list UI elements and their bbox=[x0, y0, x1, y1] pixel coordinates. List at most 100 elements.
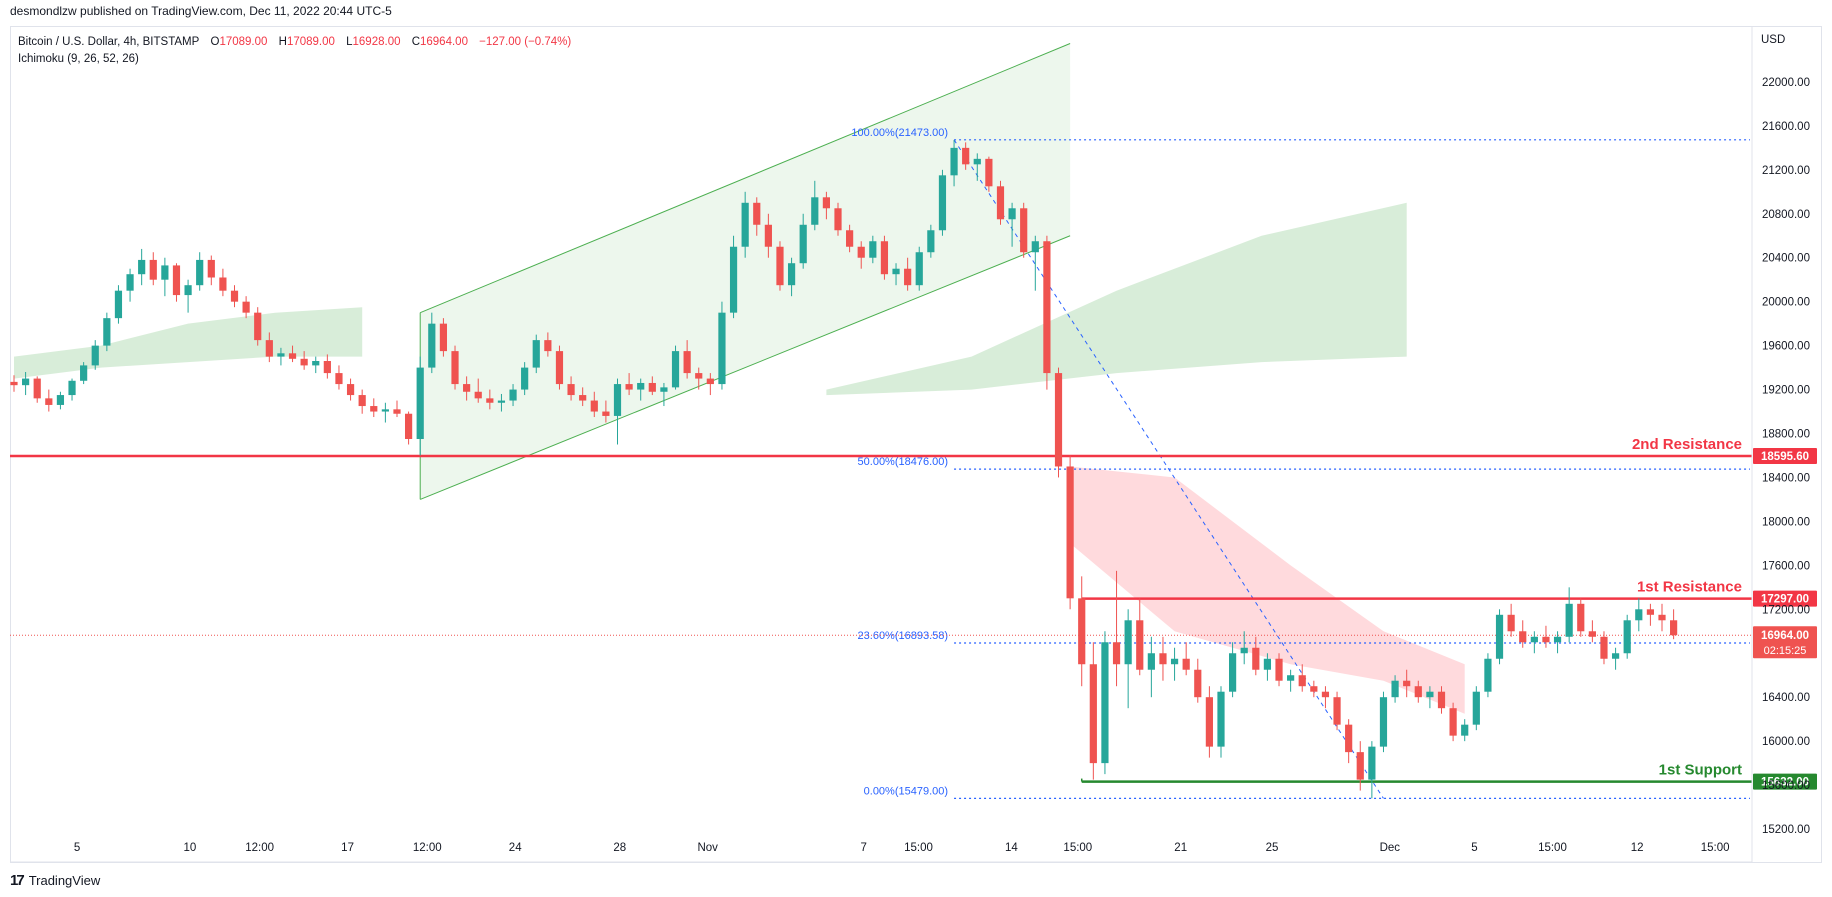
candle-body-98[interactable] bbox=[1147, 653, 1155, 670]
candle-body-85[interactable] bbox=[996, 186, 1005, 220]
candle-body-36[interactable] bbox=[428, 323, 436, 368]
candle-body-9[interactable] bbox=[114, 290, 123, 319]
candle-body-139[interactable] bbox=[1623, 620, 1631, 654]
candle-body-33[interactable] bbox=[393, 409, 401, 414]
candle-body-127[interactable] bbox=[1484, 658, 1492, 692]
candle-body-31[interactable] bbox=[370, 406, 378, 412]
candle-body-96[interactable] bbox=[1124, 620, 1132, 665]
candle-body-77[interactable] bbox=[904, 268, 912, 286]
candle-body-18[interactable] bbox=[219, 277, 227, 291]
candle-body-69[interactable] bbox=[811, 197, 819, 225]
tradingview-logo[interactable]: 17 TradingView bbox=[10, 872, 100, 889]
candle-body-40[interactable] bbox=[474, 391, 482, 399]
candle-body-137[interactable] bbox=[1600, 636, 1608, 659]
candle-body-87[interactable] bbox=[1020, 208, 1028, 253]
candle-body-26[interactable] bbox=[312, 361, 320, 366]
candle-body-72[interactable] bbox=[846, 230, 854, 247]
candle-body-49[interactable] bbox=[579, 395, 587, 401]
candle-body-43[interactable] bbox=[509, 389, 517, 401]
candle-body-120[interactable] bbox=[1403, 680, 1411, 687]
candle-body-5[interactable] bbox=[68, 380, 76, 396]
candle-body-109[interactable] bbox=[1275, 658, 1283, 681]
candle-body-118[interactable] bbox=[1379, 697, 1388, 747]
candle-body-50[interactable] bbox=[590, 400, 598, 412]
candle-body-60[interactable] bbox=[706, 378, 714, 385]
candle-body-100[interactable] bbox=[1170, 658, 1179, 665]
candle-body-110[interactable] bbox=[1287, 675, 1295, 681]
candle-body-47[interactable] bbox=[555, 351, 564, 385]
candle-body-14[interactable] bbox=[172, 265, 181, 296]
candle-body-111[interactable] bbox=[1298, 675, 1306, 687]
candle-body-4[interactable] bbox=[56, 395, 65, 405]
candle-body-45[interactable] bbox=[532, 340, 540, 368]
candle-body-55[interactable] bbox=[648, 382, 656, 392]
candle-body-132[interactable] bbox=[1542, 636, 1550, 643]
candle-body-35[interactable] bbox=[416, 367, 424, 440]
candle-body-75[interactable] bbox=[880, 241, 889, 275]
candle-body-84[interactable] bbox=[985, 158, 993, 187]
candle-body-112[interactable] bbox=[1310, 686, 1318, 692]
candle-body-27[interactable] bbox=[323, 361, 331, 374]
candle-body-65[interactable] bbox=[764, 224, 772, 247]
candle-body-12[interactable] bbox=[149, 259, 157, 280]
candle-body-56[interactable] bbox=[660, 387, 668, 392]
candle-body-133[interactable] bbox=[1553, 636, 1562, 643]
candle-body-6[interactable] bbox=[80, 365, 88, 381]
candle-body-113[interactable] bbox=[1321, 691, 1330, 698]
candle-body-136[interactable] bbox=[1588, 631, 1596, 637]
candle-body-82[interactable] bbox=[962, 147, 970, 165]
candle-body-53[interactable] bbox=[625, 384, 633, 390]
candle-body-124[interactable] bbox=[1449, 708, 1457, 736]
candle-body-90[interactable] bbox=[1054, 373, 1063, 467]
candle-body-8[interactable] bbox=[103, 318, 111, 346]
channel-upper-line[interactable] bbox=[420, 43, 1071, 314]
candle-body-57[interactable] bbox=[671, 351, 680, 388]
candle-body-11[interactable] bbox=[138, 259, 146, 275]
candle-body-61[interactable] bbox=[718, 312, 726, 385]
candle-body-66[interactable] bbox=[776, 246, 784, 286]
candle-body-3[interactable] bbox=[45, 398, 53, 405]
candle-body-0[interactable] bbox=[10, 381, 18, 386]
candle-body-79[interactable] bbox=[927, 230, 935, 253]
candle-body-97[interactable] bbox=[1136, 620, 1144, 670]
candle-body-121[interactable] bbox=[1414, 686, 1422, 698]
candle-body-94[interactable] bbox=[1101, 642, 1109, 764]
candle-body-129[interactable] bbox=[1507, 614, 1515, 632]
candle-body-70[interactable] bbox=[822, 197, 830, 209]
candle-body-28[interactable] bbox=[335, 373, 343, 385]
candle-body-131[interactable] bbox=[1530, 636, 1538, 643]
candle-body-102[interactable] bbox=[1194, 669, 1202, 698]
candle-body-62[interactable] bbox=[729, 246, 738, 313]
candle-body-141[interactable] bbox=[1646, 609, 1655, 615]
candle-body-21[interactable] bbox=[254, 312, 262, 341]
candle-body-34[interactable] bbox=[404, 413, 413, 440]
candle-body-64[interactable] bbox=[753, 202, 761, 225]
candle-body-114[interactable] bbox=[1333, 697, 1341, 725]
candle-body-73[interactable] bbox=[857, 246, 865, 258]
candle-body-16[interactable] bbox=[196, 259, 204, 286]
candle-body-2[interactable] bbox=[33, 378, 41, 399]
candle-body-24[interactable] bbox=[288, 353, 297, 359]
candle-body-107[interactable] bbox=[1252, 647, 1260, 670]
candle-body-19[interactable] bbox=[230, 290, 239, 302]
candle-body-101[interactable] bbox=[1182, 658, 1190, 670]
candle-body-143[interactable] bbox=[1670, 620, 1678, 636]
candle-body-104[interactable] bbox=[1217, 691, 1225, 747]
candle-body-128[interactable] bbox=[1495, 614, 1504, 659]
candle-body-17[interactable] bbox=[207, 259, 215, 278]
candle-body-22[interactable] bbox=[265, 340, 273, 357]
candle-body-80[interactable] bbox=[938, 175, 947, 231]
candle-body-20[interactable] bbox=[242, 301, 250, 313]
candle-body-130[interactable] bbox=[1519, 631, 1527, 643]
candle-body-142[interactable] bbox=[1658, 614, 1666, 621]
candle-body-7[interactable] bbox=[91, 345, 99, 366]
candle-body-15[interactable] bbox=[184, 285, 192, 296]
candle-body-71[interactable] bbox=[834, 208, 842, 231]
candle-body-138[interactable] bbox=[1611, 653, 1620, 659]
candle-body-91[interactable] bbox=[1066, 466, 1074, 599]
candle-body-122[interactable] bbox=[1426, 691, 1434, 698]
candle-body-103[interactable] bbox=[1205, 697, 1213, 747]
candle-body-46[interactable] bbox=[544, 340, 552, 352]
candle-body-29[interactable] bbox=[346, 384, 355, 396]
